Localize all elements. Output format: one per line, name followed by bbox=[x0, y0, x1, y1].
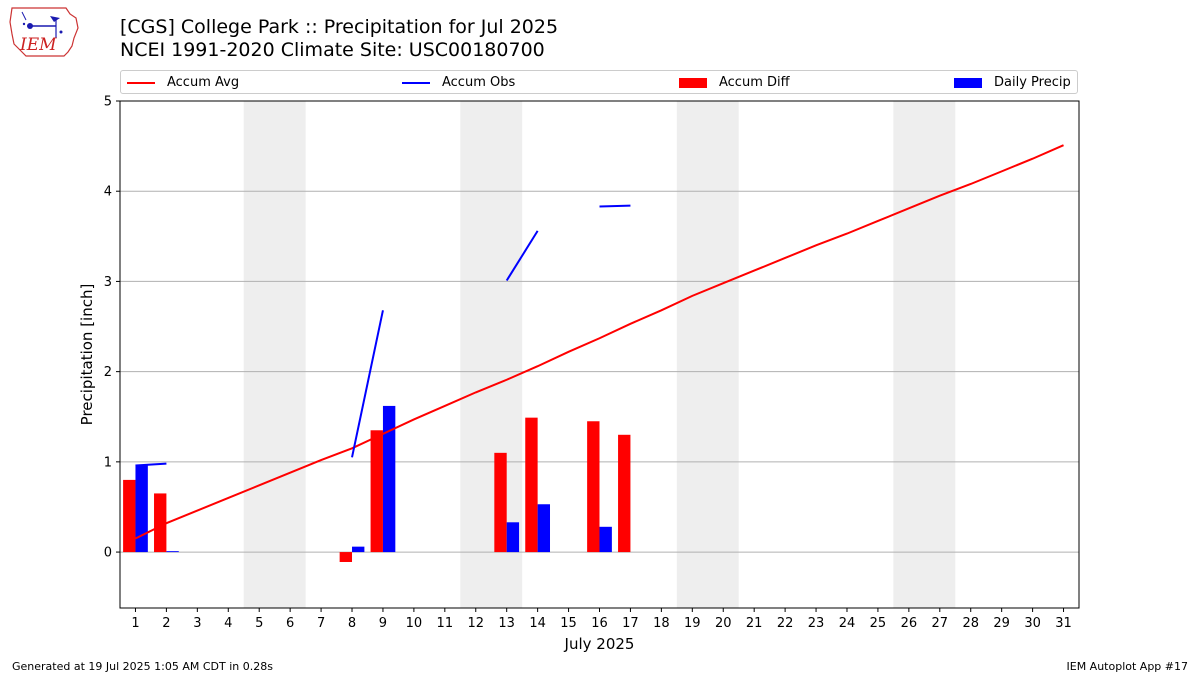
daily-precip-bar bbox=[135, 464, 148, 553]
iem-logo: IEM bbox=[6, 4, 82, 60]
y-tick-label: 0 bbox=[104, 546, 112, 561]
x-tick-label: 6 bbox=[286, 616, 294, 631]
legend-swatch bbox=[954, 77, 982, 88]
x-tick-label: 26 bbox=[901, 616, 918, 631]
x-tick-label: 16 bbox=[591, 616, 608, 631]
weekend-shade bbox=[243, 101, 306, 608]
x-tick-label: 7 bbox=[317, 616, 325, 631]
daily-precip-bar bbox=[537, 504, 551, 553]
y-tick-label: 5 bbox=[104, 95, 112, 110]
x-tick-label: 13 bbox=[498, 616, 515, 631]
accum-diff-bar bbox=[154, 493, 167, 553]
x-axis-label: July 2025 bbox=[564, 635, 635, 653]
logo-text: IEM bbox=[19, 35, 57, 55]
accum-diff-bar bbox=[339, 552, 353, 562]
accum-diff-bar bbox=[370, 430, 383, 553]
accum-obs-line bbox=[599, 204, 631, 208]
legend-swatch bbox=[127, 81, 155, 84]
accum-diff-bar bbox=[525, 417, 538, 553]
x-tick-label: 21 bbox=[746, 616, 763, 631]
y-tick-label: 3 bbox=[104, 275, 112, 290]
daily-precip-bar bbox=[506, 522, 520, 553]
legend-label: Accum Avg bbox=[167, 75, 240, 90]
x-tick-label: 14 bbox=[529, 616, 546, 631]
legend-item-accum-obs: Accum Obs bbox=[402, 74, 515, 91]
x-tick-label: 2 bbox=[162, 616, 170, 631]
accum-diff-bar bbox=[618, 434, 631, 553]
legend-item-accum-avg: Accum Avg bbox=[127, 74, 239, 91]
daily-precip-bar bbox=[166, 551, 179, 553]
x-tick-label: 17 bbox=[622, 616, 639, 631]
x-tick-label: 24 bbox=[839, 616, 856, 631]
y-axis-label: Precipitation [inch] bbox=[78, 284, 96, 426]
accum-obs-line bbox=[351, 310, 384, 458]
x-tick-label: 19 bbox=[684, 616, 701, 631]
legend-swatch bbox=[402, 81, 430, 84]
legend-swatch bbox=[679, 77, 707, 88]
x-tick-label: 29 bbox=[993, 616, 1010, 631]
x-tick-label: 12 bbox=[467, 616, 484, 631]
x-tick-label: 28 bbox=[962, 616, 979, 631]
x-tick-label: 10 bbox=[406, 616, 423, 631]
weekend-shade bbox=[676, 101, 739, 608]
legend-label: Daily Precip bbox=[994, 75, 1071, 90]
x-tick-label: 1 bbox=[131, 616, 139, 631]
daily-precip-bar bbox=[382, 405, 396, 553]
legend-item-accum-diff: Accum Diff bbox=[679, 74, 790, 91]
legend-label: Accum Obs bbox=[442, 75, 516, 90]
x-tick-label: 30 bbox=[1024, 616, 1041, 631]
x-tick-label: 27 bbox=[932, 616, 949, 631]
accum-obs-line bbox=[505, 230, 539, 282]
x-tick-label: 9 bbox=[379, 616, 387, 631]
weekend-shading bbox=[243, 101, 956, 608]
legend-label: Accum Diff bbox=[719, 75, 790, 90]
x-tick-label: 8 bbox=[348, 616, 356, 631]
accum-diff-bar bbox=[494, 452, 507, 553]
x-tick-label: 15 bbox=[560, 616, 577, 631]
daily-precip-bar bbox=[599, 526, 612, 553]
accum-obs-line bbox=[135, 462, 167, 467]
x-tick-label: 4 bbox=[224, 616, 232, 631]
lines bbox=[135, 144, 1064, 540]
x-tick-label: 20 bbox=[715, 616, 732, 631]
x-tick-label: 11 bbox=[437, 616, 454, 631]
accum-diff-bar bbox=[123, 479, 136, 553]
bars bbox=[123, 405, 631, 562]
generated-timestamp: Generated at 19 Jul 2025 1:05 AM CDT in … bbox=[12, 660, 273, 673]
x-tick-label: 23 bbox=[808, 616, 825, 631]
weekend-shade bbox=[893, 101, 956, 608]
x-tick-label: 5 bbox=[255, 616, 263, 631]
y-tick-label: 2 bbox=[104, 365, 112, 380]
x-tick-label: 22 bbox=[777, 616, 794, 631]
app-label: IEM Autoplot App #17 bbox=[1066, 660, 1189, 673]
chart-title: [CGS] College Park :: Precipitation for … bbox=[120, 16, 559, 38]
legend-item-daily-precip: Daily Precip bbox=[954, 74, 1071, 91]
accum-diff-bar bbox=[587, 421, 600, 553]
accum-avg-line bbox=[135, 144, 1064, 540]
chart-subtitle: NCEI 1991-2020 Climate Site: USC00180700 bbox=[120, 39, 545, 61]
legend: Accum Avg Accum Obs Accum Diff Daily Pre… bbox=[120, 70, 1078, 94]
y-tick-label: 1 bbox=[104, 455, 112, 470]
x-tick-label: 25 bbox=[870, 616, 887, 631]
x-tick-label: 3 bbox=[193, 616, 201, 631]
x-tick-label: 31 bbox=[1055, 616, 1072, 631]
x-tick-label: 18 bbox=[653, 616, 670, 631]
daily-precip-bar bbox=[352, 546, 365, 553]
y-tick-label: 4 bbox=[104, 185, 112, 200]
weather-station-icon bbox=[21, 11, 63, 38]
